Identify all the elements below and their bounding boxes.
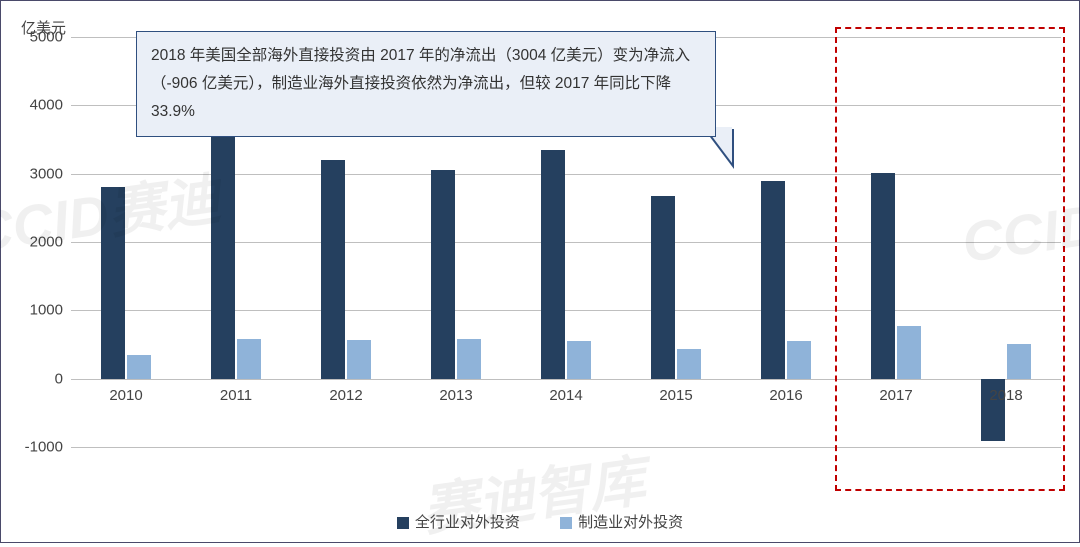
bar — [347, 340, 371, 378]
x-tick-label: 2011 — [220, 387, 252, 404]
bar — [651, 196, 675, 379]
bar — [101, 187, 125, 378]
bar — [321, 160, 345, 379]
bar — [677, 349, 701, 379]
bar — [127, 355, 151, 379]
grid-line — [71, 379, 1061, 380]
y-tick-label: -1000 — [25, 439, 63, 456]
x-tick-label: 2016 — [769, 387, 802, 404]
bar — [457, 339, 481, 379]
bar — [871, 173, 895, 378]
legend-label-1: 全行业对外投资 — [415, 514, 520, 531]
callout-box: 2018 年美国全部海外直接投资由 2017 年的净流出（3004 亿美元）变为… — [136, 31, 716, 137]
y-tick-label: 2000 — [30, 234, 63, 251]
y-tick-label: 4000 — [30, 97, 63, 114]
x-tick-label: 2015 — [659, 387, 692, 404]
bar — [237, 339, 261, 379]
legend-swatch-2 — [560, 517, 572, 529]
x-tick-label: 2018 — [989, 387, 1022, 404]
legend-item-2: 制造业对外投资 — [560, 511, 683, 532]
bar — [787, 341, 811, 379]
y-tick-label: 0 — [55, 370, 63, 387]
y-tick-label: 3000 — [30, 165, 63, 182]
x-tick-label: 2012 — [329, 387, 362, 404]
bar — [431, 170, 455, 378]
legend: 全行业对外投资 制造业对外投资 — [1, 511, 1079, 532]
bar — [541, 150, 565, 379]
x-tick-label: 2010 — [109, 387, 142, 404]
legend-label-2: 制造业对外投资 — [578, 514, 683, 531]
y-tick-label: 1000 — [30, 302, 63, 319]
y-tick-label: 5000 — [30, 29, 63, 46]
x-tick-label: 2013 — [439, 387, 472, 404]
grid-line — [71, 447, 1061, 448]
x-tick-label: 2014 — [549, 387, 582, 404]
chart-container: 亿美元 -10000100020003000400050002010201120… — [0, 0, 1080, 543]
legend-swatch-1 — [397, 517, 409, 529]
bar — [761, 181, 785, 379]
bar — [897, 326, 921, 379]
legend-item-1: 全行业对外投资 — [397, 511, 520, 532]
bar — [1007, 344, 1031, 379]
x-tick-label: 2017 — [879, 387, 912, 404]
bar — [567, 341, 591, 379]
callout-text: 2018 年美国全部海外直接投资由 2017 年的净流出（3004 亿美元）变为… — [151, 47, 690, 120]
bar — [211, 109, 235, 379]
